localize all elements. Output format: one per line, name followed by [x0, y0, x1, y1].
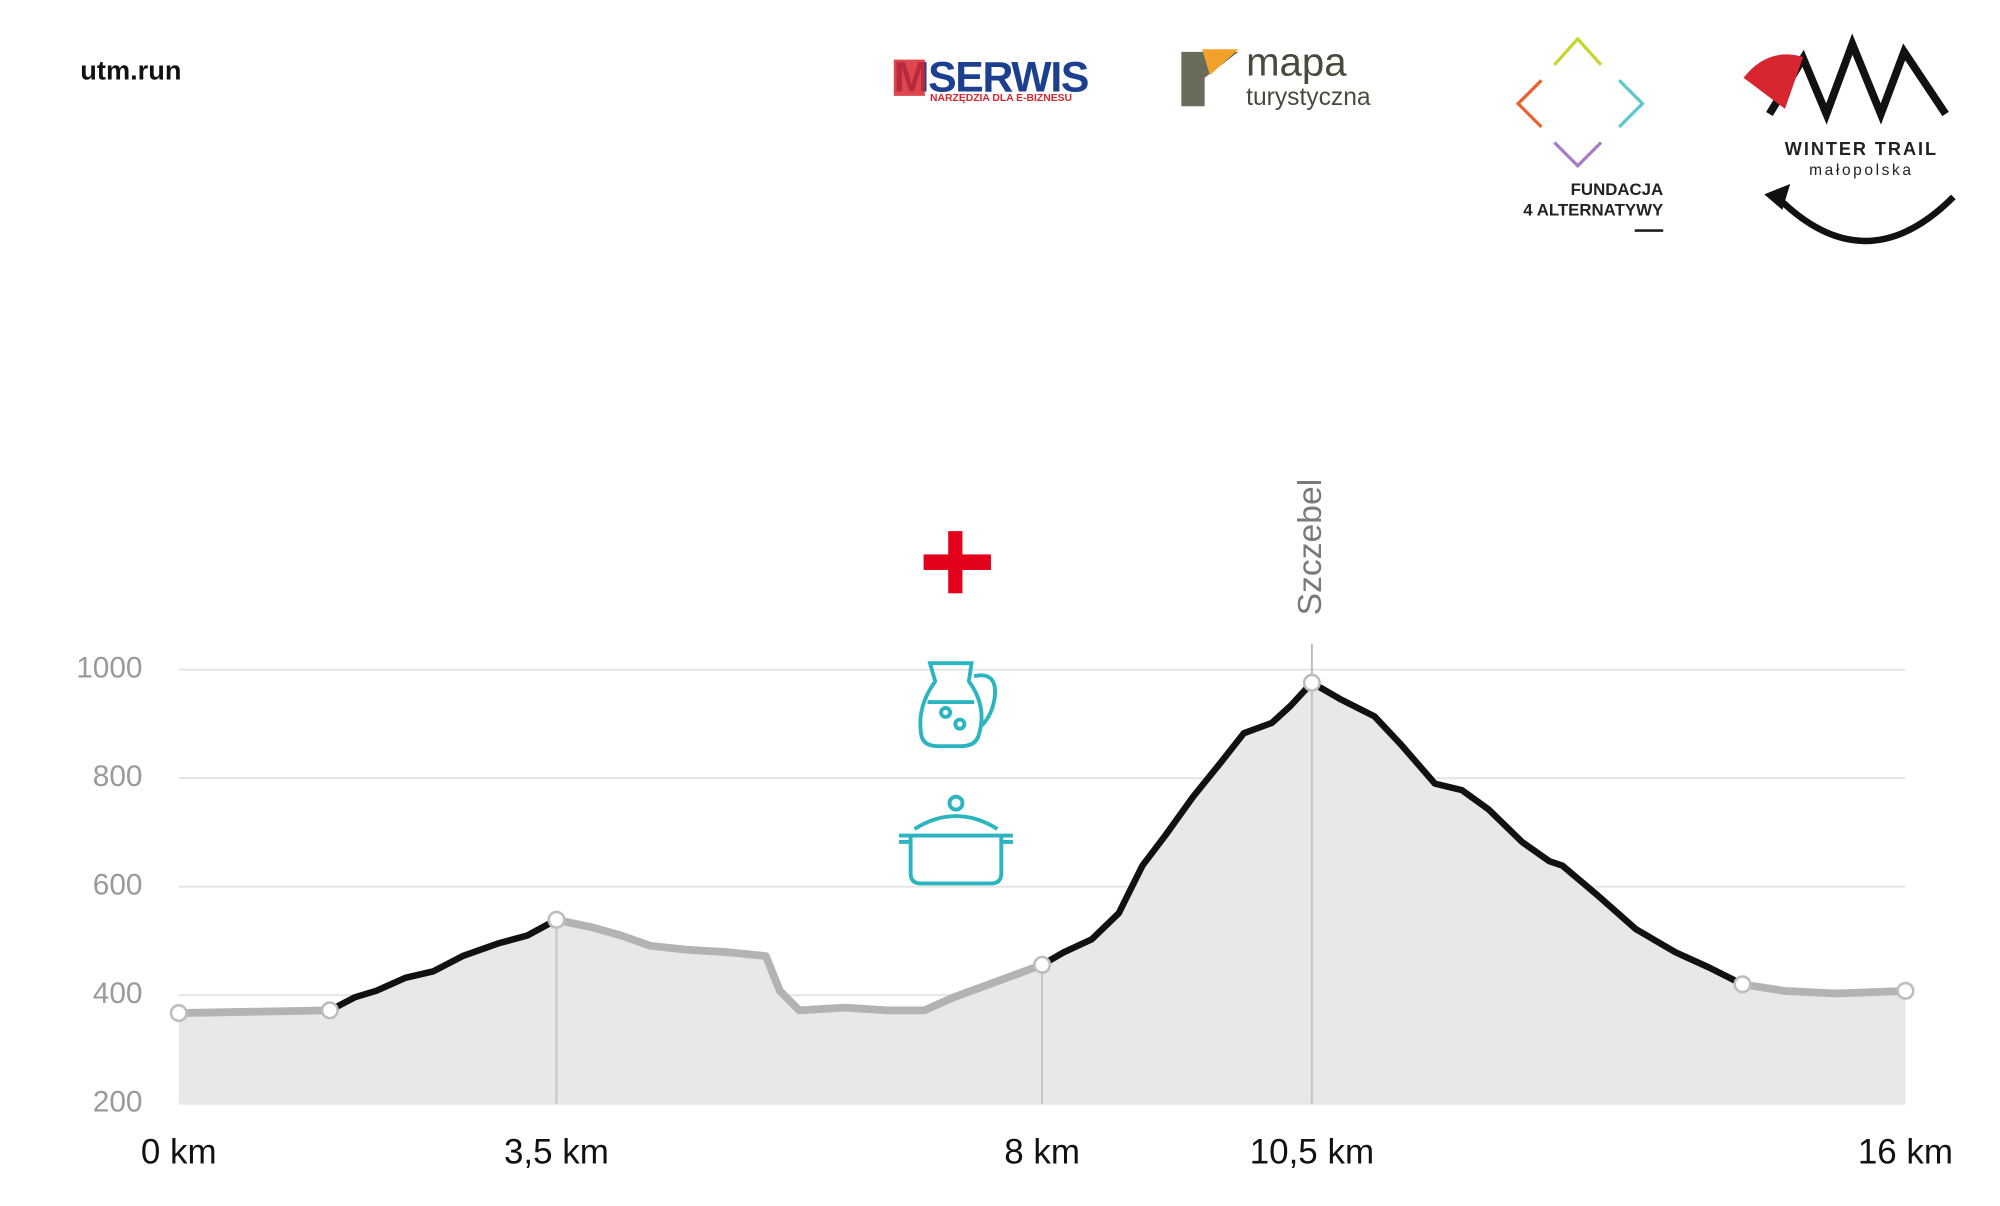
first-aid-icon: [923, 531, 991, 594]
logo-text: MSERWIS: [894, 54, 1088, 102]
point-marker: [1302, 673, 1321, 692]
elevation-area: [329, 682, 1743, 1104]
x-tick-label: 10,5 km: [1250, 1132, 1374, 1171]
logo-hat: [1743, 54, 1804, 109]
logo-mserwis: MSERWIS NARZĘDZIA DLA E-BIZNESU: [893, 54, 1089, 104]
point-marker: [169, 1003, 188, 1023]
point-marker: [320, 1001, 339, 1020]
point-marker: [547, 910, 566, 929]
logo-shape: [1618, 79, 1645, 129]
logo-tagline: 4 ALTERNATYWY: [1523, 201, 1663, 220]
logo-mapa: mapa turystyczna: [1181, 39, 1371, 111]
point-marker: [1733, 975, 1752, 994]
elevation-line: [174, 915, 1910, 1017]
logo-tagline: NARZĘDZIA DLA E-BIZNESU: [930, 93, 1072, 104]
y-tick-label: 400: [93, 977, 143, 1010]
x-tick-label: 0 km: [141, 1132, 217, 1171]
point-marker: [1033, 955, 1052, 974]
x-tick-label: 8 km: [1004, 1132, 1080, 1171]
x-tick-label: 3,5 km: [504, 1132, 609, 1171]
point-marker: [1896, 981, 1915, 1000]
y-tick-label: 1000: [76, 652, 142, 685]
logo-text: mapa: [1246, 39, 1347, 84]
logo-shape: [1515, 79, 1543, 129]
logo-accent: [893, 59, 925, 96]
logo-text: FUNDACJA: [1571, 180, 1664, 199]
y-tick-label: 800: [93, 760, 143, 793]
annotation: Szczebel: [1292, 479, 1329, 616]
drink-icon: [918, 661, 998, 749]
food-icon: [898, 794, 1013, 886]
logo-winter-trail: WINTER TRAIL małopolska: [1743, 33, 1956, 244]
logo-shape: [1202, 49, 1239, 76]
logo-shape: [1181, 51, 1239, 107]
logo-text: WINTER TRAIL: [1785, 139, 1938, 159]
logo-fundacja: FUNDACJA 4 ALTERNATYWY: [1515, 36, 1664, 232]
site-name: utm.run: [80, 55, 181, 86]
y-tick-label: 200: [93, 1086, 143, 1119]
logo-arrowhead: [1764, 183, 1791, 210]
x-tick-label: 16 km: [1858, 1132, 1953, 1171]
logo-shape: [1553, 141, 1603, 169]
logo-shape: [1553, 36, 1603, 66]
cross-bar: [923, 554, 991, 570]
elevation-line: [326, 679, 1746, 1014]
logo-tagline: turystyczna: [1246, 84, 1371, 111]
logo-shape: [1766, 33, 1949, 125]
logo-arrow: [1774, 194, 1956, 244]
y-tick-label: 600: [93, 869, 143, 902]
logo-tagline: małopolska: [1809, 162, 1913, 179]
